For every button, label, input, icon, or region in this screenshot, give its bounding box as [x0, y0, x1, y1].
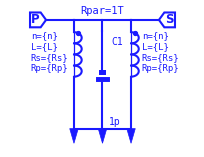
Text: Rs={Rs}: Rs={Rs} — [31, 53, 68, 62]
Text: C1: C1 — [110, 37, 122, 47]
Text: Rp={Rp}: Rp={Rp} — [141, 64, 178, 73]
Bar — [99, 70, 105, 75]
Text: Rs={Rs}: Rs={Rs} — [141, 53, 178, 62]
Text: Rpar=1T: Rpar=1T — [80, 6, 124, 16]
Text: L={L}: L={L} — [31, 42, 57, 51]
Text: Rp={Rp}: Rp={Rp} — [31, 64, 68, 73]
Polygon shape — [69, 129, 78, 143]
Text: P: P — [31, 13, 39, 26]
Text: n={n}: n={n} — [31, 31, 57, 40]
Text: L={L}: L={L} — [141, 42, 168, 51]
Polygon shape — [98, 129, 106, 143]
Text: S: S — [165, 13, 173, 26]
Text: 1p: 1p — [108, 117, 120, 127]
Text: n={n}: n={n} — [141, 31, 168, 40]
Polygon shape — [126, 129, 135, 143]
